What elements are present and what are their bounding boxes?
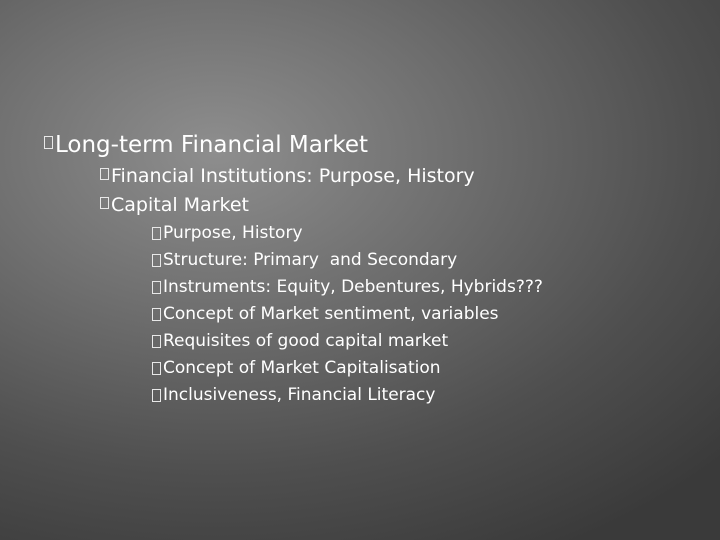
bullet-text: Capital Market — [111, 194, 249, 216]
bullet-item-purpose-history: Purpose, History — [152, 223, 303, 243]
bullet-text: Structure: Primary and Secondary — [163, 250, 458, 270]
bullet-text: Instruments: Equity, Debentures, Hybrids… — [163, 277, 543, 297]
square-bullet-icon — [100, 168, 109, 180]
bullet-item-structure: Structure: Primary and Secondary — [152, 250, 457, 270]
bullet-text: Requisites of good capital market — [163, 331, 449, 351]
bullet-text: Long-term Financial Market — [55, 132, 368, 158]
bullet-text: Concept of Market sentiment, variables — [163, 304, 499, 324]
bullet-text: Concept of Market Capitalisation — [163, 358, 441, 378]
square-bullet-icon — [100, 197, 109, 209]
square-bullet-icon — [152, 227, 161, 240]
square-bullet-icon — [152, 254, 161, 267]
square-bullet-icon — [152, 308, 161, 321]
bullet-item-capital-market: Capital Market — [100, 194, 249, 216]
square-bullet-icon — [152, 389, 161, 402]
bullet-item-market-capitalisation: Concept of Market Capitalisation — [152, 358, 441, 378]
square-bullet-icon — [44, 135, 53, 149]
square-bullet-icon — [152, 362, 161, 375]
bullet-item-long-term-financial-market: Long-term Financial Market — [44, 132, 368, 158]
square-bullet-icon — [152, 281, 161, 294]
bullet-text: Financial Institutions: Purpose, History — [111, 165, 475, 187]
square-bullet-icon — [152, 335, 161, 348]
bullet-item-financial-institutions: Financial Institutions: Purpose, History — [100, 165, 475, 187]
bullet-item-requisites: Requisites of good capital market — [152, 331, 448, 351]
bullet-item-instruments: Instruments: Equity, Debentures, Hybrids… — [152, 277, 543, 297]
bullet-text: Purpose, History — [163, 223, 303, 243]
bullet-item-market-sentiment: Concept of Market sentiment, variables — [152, 304, 499, 324]
bullet-text: Inclusiveness, Financial Literacy — [163, 385, 436, 405]
bullet-item-inclusiveness: Inclusiveness, Financial Literacy — [152, 385, 435, 405]
